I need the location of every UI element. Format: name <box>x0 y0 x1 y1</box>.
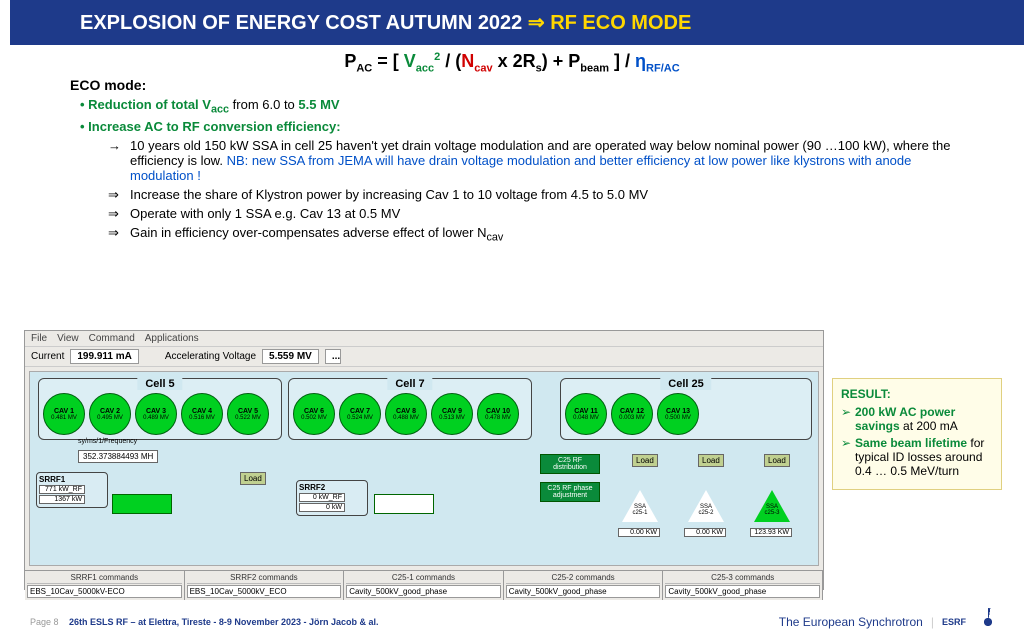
srrf2-box: SRRF2 0 kW_RF 0 kW <box>296 480 368 516</box>
slide-footer: Page 8 26th ESLS RF – at Elettra, Tirest… <box>0 608 1024 636</box>
cell-group: Cell 7 CAV 60.502 MVCAV 70.524 MVCAV 80.4… <box>288 378 532 440</box>
panel-menu-bar[interactable]: FileViewCommandApplications <box>25 331 823 347</box>
cavity-indicator[interactable]: CAV 110.048 MV <box>565 393 607 435</box>
result-box: RESULT: 200 kW AC power savings at 200 m… <box>832 378 1002 490</box>
cavity-indicator[interactable]: CAV 20.495 MV <box>89 393 131 435</box>
cavity-indicator[interactable]: CAV 70.524 MV <box>339 393 381 435</box>
cell-label: Cell 7 <box>387 378 432 390</box>
cavity-indicator[interactable]: CAV 100.478 MV <box>477 393 519 435</box>
title-left: EXPLOSION OF ENERGY COST AUTUMN 2022 <box>80 12 522 34</box>
sub-gain: Gain in efficiency over-compensates adve… <box>130 225 954 244</box>
slide-title: EXPLOSION OF ENERGY COST AUTUMN 2022 ⇒ R… <box>10 0 1024 45</box>
cell-label: Cell 5 <box>137 378 182 390</box>
cell-group: Cell 25 CAV 110.048 MVCAV 120.003 MVCAV 1… <box>560 378 812 440</box>
klystron-1 <box>112 494 172 514</box>
freq-value: 352.373884493 MH <box>78 450 158 463</box>
command-row: SRRF1 commandsEBS_10Cav_5000kV-ECOSRRF2 … <box>25 570 823 600</box>
ssa-power-value: 123.93 KW <box>750 528 792 537</box>
rf-control-panel: FileViewCommandApplications Current 199.… <box>24 330 824 590</box>
cell-label: Cell 25 <box>660 378 711 390</box>
esrf-logo-icon <box>974 608 1002 636</box>
power-formula: PAC = [ Vacc2 / (Ncav x 2Rs) + Pbeam ] /… <box>0 51 1024 75</box>
cavity-indicator[interactable]: CAV 10.481 MV <box>43 393 85 435</box>
srrf1-box: SRRF1 771 kW_RF 1367 kW <box>36 472 108 508</box>
synoptic-canvas: Cell 5 CAV 10.481 MVCAV 20.495 MVCAV 30.4… <box>29 371 819 566</box>
ssa-power-value: 0.00 KW <box>618 528 660 537</box>
logo-text: ESRF <box>942 617 966 627</box>
cavity-indicator[interactable]: CAV 40.516 MV <box>181 393 223 435</box>
ssa-indicator: SSA c25-3 <box>754 490 790 522</box>
command-cell[interactable]: C25-2 commandsCavity_500kV_good_phase <box>504 571 664 600</box>
c25-phase-box[interactable]: C25 RF phase adjustment <box>540 482 600 502</box>
result-power-savings: 200 kW AC power savings at 200 mA <box>855 405 993 433</box>
cavity-indicator[interactable]: CAV 90.513 MV <box>431 393 473 435</box>
cavity-indicator[interactable]: CAV 120.003 MV <box>611 393 653 435</box>
sub-ssa-note: 10 years old 150 kW SSA in cell 25 haven… <box>130 138 954 183</box>
load-button[interactable]: Load <box>764 454 790 467</box>
sub-klystron-share: Increase the share of Klystron power by … <box>130 187 954 202</box>
command-cell[interactable]: SRRF2 commandsEBS_10Cav_5000kV_ECO <box>185 571 345 600</box>
bullet-vacc-reduction: Reduction of total Vacc from 6.0 to 5.5 … <box>80 97 954 116</box>
klystron-2 <box>374 494 434 514</box>
ssa-power-value: 0.00 KW <box>684 528 726 537</box>
accel-voltage-value: 5.559 MV <box>262 349 319 364</box>
command-cell[interactable]: C25-1 commandsCavity_500kV_good_phase <box>344 571 504 600</box>
eco-mode-label: ECO mode: <box>70 77 954 93</box>
org-name: The European Synchrotron <box>779 615 923 629</box>
ssa-indicator: SSA c25-2 <box>688 490 724 522</box>
current-value: 199.911 mA <box>70 349 139 364</box>
conference-info: 26th ESLS RF – at Elettra, Tireste - 8-9… <box>69 617 378 627</box>
cavity-indicator[interactable]: CAV 50.522 MV <box>227 393 269 435</box>
load-button[interactable]: Load <box>632 454 658 467</box>
cavity-indicator[interactable]: CAV 80.488 MV <box>385 393 427 435</box>
load-button-1[interactable]: Load <box>240 472 266 485</box>
title-arrow: ⇒ <box>522 12 550 34</box>
c25-dist-box[interactable]: C25 RF distribution <box>540 454 600 474</box>
load-button[interactable]: Load <box>698 454 724 467</box>
sub-one-ssa: Operate with only 1 SSA e.g. Cav 13 at 0… <box>130 206 954 221</box>
bullet-efficiency: Increase AC to RF conversion efficiency: <box>80 119 954 134</box>
title-right: RF ECO MODE <box>550 12 691 34</box>
ssa-indicator: SSA c25-1 <box>622 490 658 522</box>
page-number: Page 8 <box>30 617 59 627</box>
freq-label: sy/ms/1/Frequency <box>78 438 137 445</box>
result-lifetime: Same beam lifetime for typical ID losses… <box>855 436 993 478</box>
cell-group: Cell 5 CAV 10.481 MVCAV 20.495 MVCAV 30.4… <box>38 378 282 440</box>
more-button[interactable]: ... <box>325 349 341 364</box>
command-cell[interactable]: C25-3 commandsCavity_500kV_good_phase <box>663 571 823 600</box>
command-cell[interactable]: SRRF1 commandsEBS_10Cav_5000kV-ECO <box>25 571 185 600</box>
result-header: RESULT: <box>841 387 993 401</box>
cavity-indicator[interactable]: CAV 60.502 MV <box>293 393 335 435</box>
panel-status-row: Current 199.911 mA Accelerating Voltage … <box>25 347 823 367</box>
cavity-indicator[interactable]: CAV 30.489 MV <box>135 393 177 435</box>
cavity-indicator[interactable]: CAV 130.500 MV <box>657 393 699 435</box>
